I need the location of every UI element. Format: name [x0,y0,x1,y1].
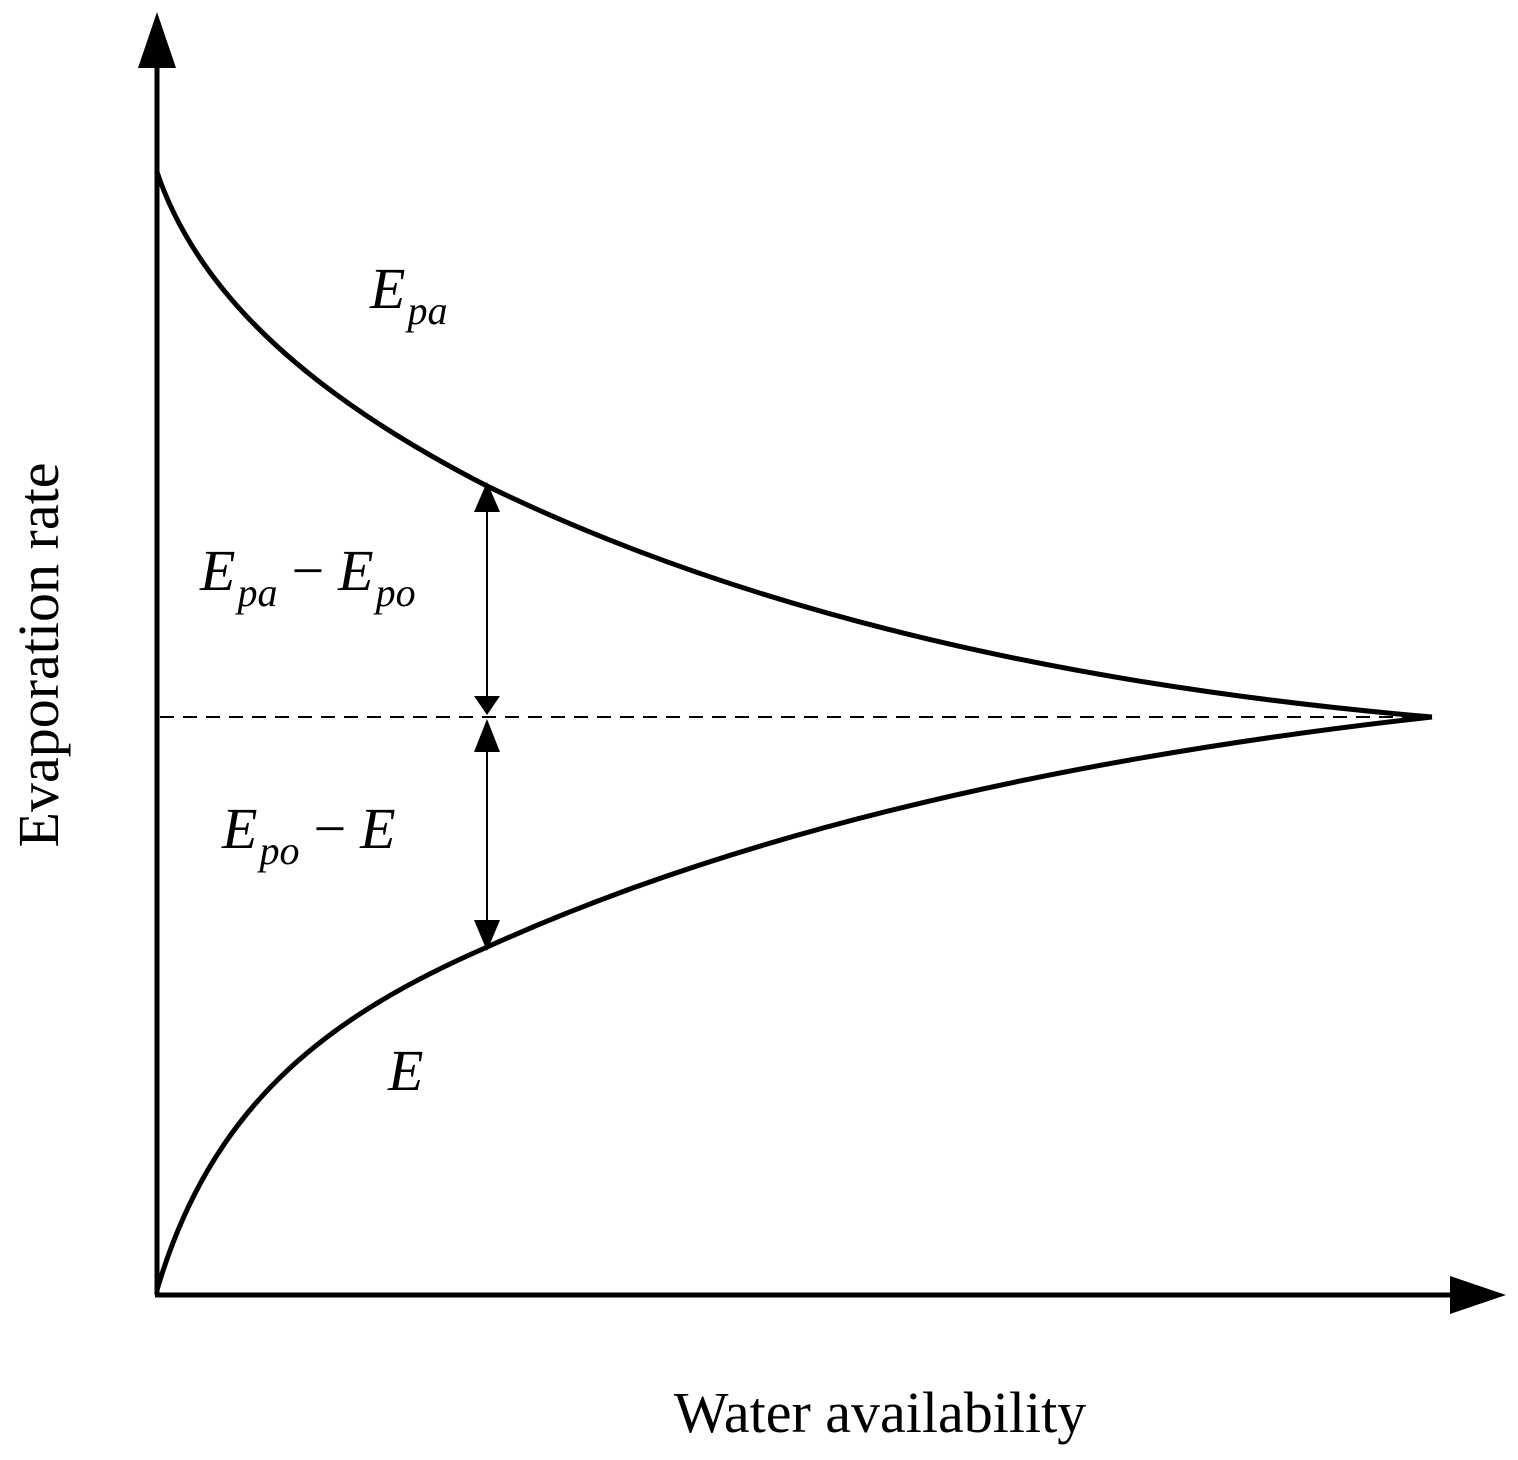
lower-curve [154,714,1433,1291]
lower-curve-label: E [387,1038,423,1103]
upper-curve-label: Epa [369,256,447,333]
lower-gap-arrowhead-bottom [474,920,500,951]
upper-gap-label: Epa − Epo [199,538,416,615]
x-axis-arrowhead [1450,1276,1506,1314]
y-axis-arrowhead [138,12,176,68]
lower-gap-label: Epo − E [221,796,396,873]
upper-gap-arrowhead-bottom [474,696,500,715]
lower-gap-arrowhead-top [474,719,500,752]
upper-curve [154,171,1433,720]
x-axis-label: Water availability [674,1380,1086,1445]
upper-gap-arrowhead-top [474,482,500,512]
y-axis-label: Evaporation rate [6,463,71,848]
